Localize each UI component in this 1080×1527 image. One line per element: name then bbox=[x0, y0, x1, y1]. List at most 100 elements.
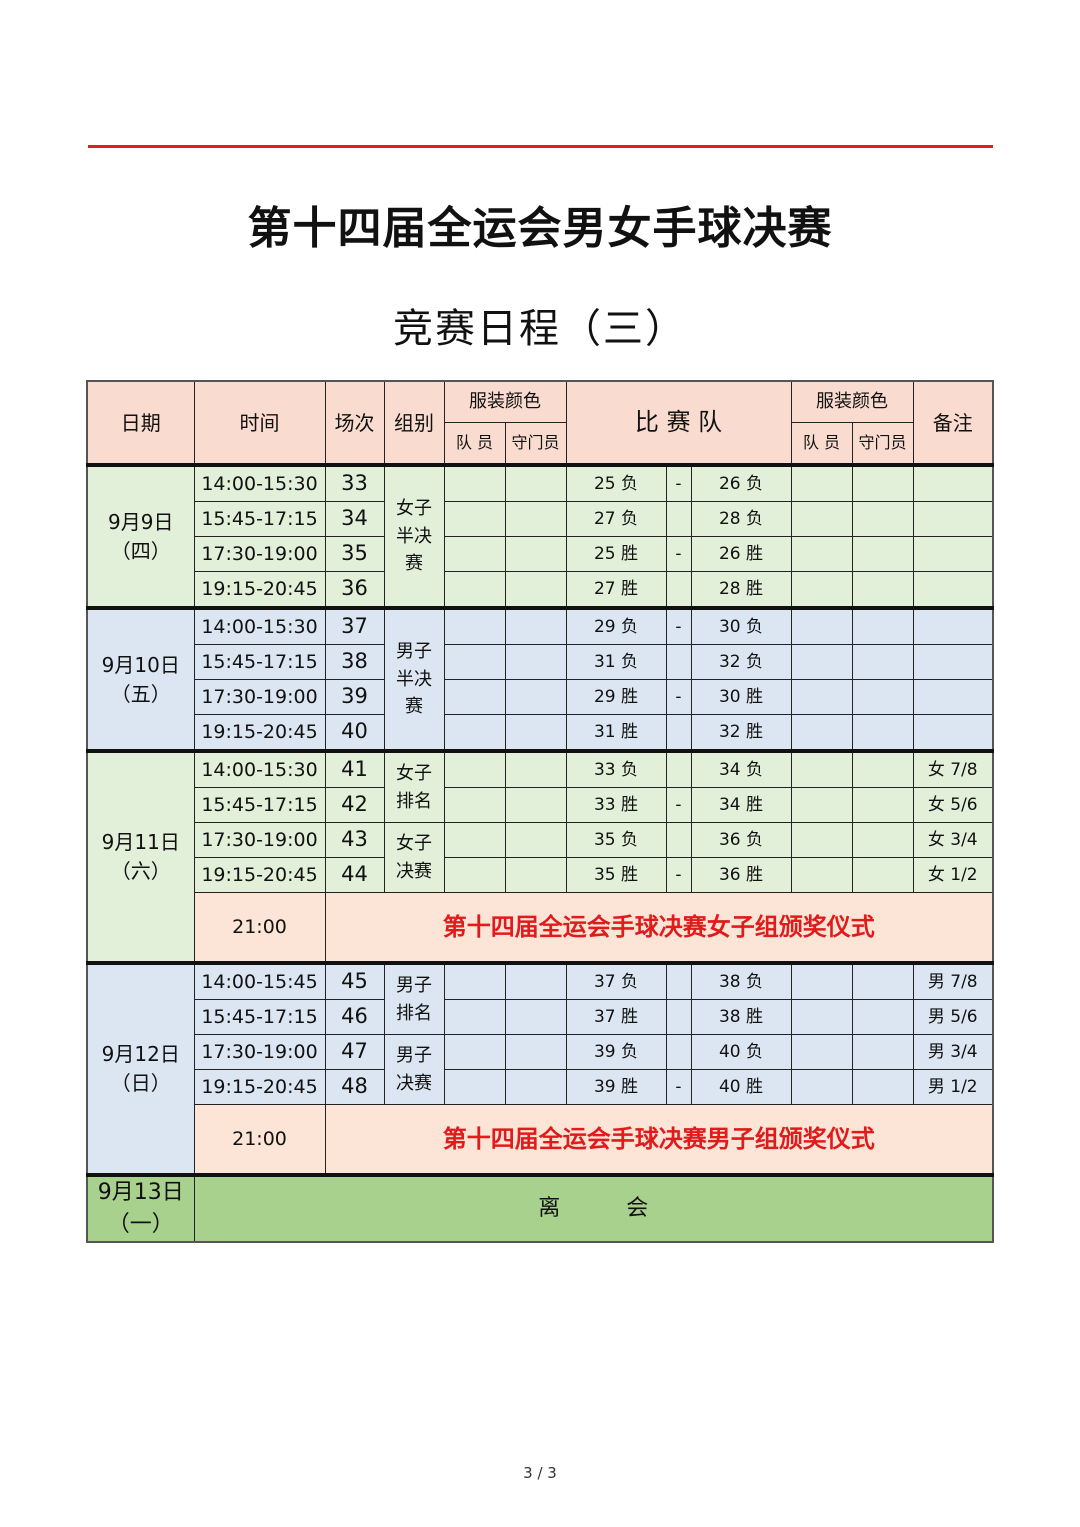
uniform-player-cell-2 bbox=[790, 606, 853, 645]
uniform-player-cell-2 bbox=[790, 999, 853, 1035]
document-title: 第十四届全运会男女手球决赛 bbox=[247, 203, 833, 254]
date-label: 9月12日 bbox=[101, 1042, 180, 1066]
team-b-cell: 34 负 bbox=[690, 749, 792, 788]
remark-cell bbox=[912, 463, 994, 502]
time-cell: 15:45-17:15 bbox=[193, 644, 326, 680]
match-row: 19:15-20:45 40 31 胜 32 胜 bbox=[87, 714, 994, 752]
team-b-cell: 32 胜 bbox=[690, 714, 792, 752]
schedule-body: 9月9日 （四） 14:00-15:30 33 女子半决赛 25 负 -26 负 15:45-… bbox=[86, 463, 994, 1243]
team-b-cell: 28 胜 bbox=[690, 571, 792, 609]
uniform-player-cell bbox=[443, 606, 506, 645]
uniform-player-cell-2 bbox=[790, 787, 853, 823]
versus-separator: - bbox=[665, 536, 692, 572]
uniform-goalkeeper-cell bbox=[504, 787, 567, 823]
red-divider-line bbox=[88, 145, 993, 148]
uniform-goalkeeper-cell-2 bbox=[851, 463, 914, 502]
remark-cell: 男 3/4 bbox=[912, 1034, 994, 1070]
group-label: 男子决赛 bbox=[395, 1044, 432, 1094]
remark-cell: 男 7/8 bbox=[912, 961, 994, 1000]
ceremony-time: 21:00 bbox=[193, 892, 326, 964]
team-b-cell: 36 胜 bbox=[690, 857, 792, 893]
header-time: 时间 bbox=[193, 381, 326, 466]
group-label: 男子半决赛 bbox=[395, 640, 432, 718]
versus-separator: - bbox=[665, 679, 692, 715]
match-row: 17:30-19:00 39 29 胜 -30 胜 bbox=[87, 679, 994, 715]
weekday-label: （六） bbox=[110, 859, 171, 883]
team-a-cell: 39 负 bbox=[565, 1034, 667, 1070]
uniform-player-cell-2 bbox=[790, 961, 853, 1000]
match-no-cell: 47 bbox=[324, 1034, 385, 1070]
time-cell: 14:00-15:30 bbox=[193, 606, 326, 645]
uniform-goalkeeper-cell bbox=[504, 501, 567, 537]
uniform-goalkeeper-cell bbox=[504, 822, 567, 858]
versus-separator: - bbox=[665, 463, 692, 502]
time-cell: 15:45-17:15 bbox=[193, 787, 326, 823]
uniform-player-cell bbox=[443, 787, 506, 823]
uniform-goalkeeper-cell-2 bbox=[851, 822, 914, 858]
time-cell: 15:45-17:15 bbox=[193, 501, 326, 537]
team-b-cell: 26 胜 bbox=[690, 536, 792, 572]
versus-separator bbox=[665, 1034, 692, 1070]
time-cell: 17:30-19:00 bbox=[193, 822, 326, 858]
uniform-goalkeeper-cell bbox=[504, 536, 567, 572]
uniform-player-cell-2 bbox=[790, 714, 853, 752]
group-label: 男子排名 bbox=[395, 974, 432, 1024]
uniform-goalkeeper-cell-2 bbox=[851, 714, 914, 752]
weekday-label: （日） bbox=[110, 1071, 171, 1095]
remark-cell bbox=[912, 606, 994, 645]
header-uniform-color: 服装颜色 bbox=[443, 381, 567, 423]
team-a-cell: 27 胜 bbox=[565, 571, 667, 609]
team-a-cell: 37 胜 bbox=[565, 999, 667, 1035]
match-row: 9月12日 （日） 14:00-15:45 45 男子排名 37 负 38 负 男 7/8 bbox=[86, 961, 994, 1176]
group-cell: 男子决赛 bbox=[383, 1034, 445, 1105]
uniform-goalkeeper-cell bbox=[504, 749, 567, 788]
time-cell: 14:00-15:45 bbox=[193, 961, 326, 1000]
match-row: 15:45-17:15 42 33 胜 -34 胜 女 5/6 bbox=[87, 787, 994, 823]
team-b-cell: 34 胜 bbox=[690, 787, 792, 823]
ceremony-text: 第十四届全运会手球决赛男子组颁奖仪式 bbox=[324, 1104, 994, 1176]
time-cell: 14:00-15:30 bbox=[193, 749, 326, 788]
uniform-player-cell-2 bbox=[790, 644, 853, 680]
uniform-goalkeeper-cell-2 bbox=[851, 749, 914, 788]
header-match-no: 场次 bbox=[324, 381, 385, 466]
uniform-player-cell bbox=[443, 1069, 506, 1105]
header-teams: 比 赛 队 bbox=[565, 381, 792, 466]
date-cell: 9月13日 （一） bbox=[86, 1173, 195, 1243]
uniform-player-cell-2 bbox=[790, 463, 853, 502]
team-a-cell: 31 负 bbox=[565, 644, 667, 680]
date-label: 9月13日 bbox=[97, 1180, 184, 1206]
ceremony-row: 21:00 第十四届全运会手球决赛男子组颁奖仪式 bbox=[87, 1104, 994, 1176]
page-indicator: 3 / 3 bbox=[523, 1464, 557, 1482]
match-row: 17:30-19:00 43 女子决赛 35 负 36 负 女 3/4 bbox=[87, 822, 994, 893]
remark-cell: 女 3/4 bbox=[912, 822, 994, 858]
team-b-cell: 32 负 bbox=[690, 644, 792, 680]
team-a-cell: 37 负 bbox=[565, 961, 667, 1000]
team-a-cell: 25 胜 bbox=[565, 536, 667, 572]
uniform-goalkeeper-cell-2 bbox=[851, 571, 914, 609]
uniform-player-cell-2 bbox=[790, 501, 853, 537]
match-no-cell: 38 bbox=[324, 644, 385, 680]
weekday-label: （一） bbox=[107, 1212, 174, 1237]
team-b-cell: 26 负 bbox=[690, 463, 792, 502]
header-uniform-color-2: 服装颜色 bbox=[790, 381, 914, 423]
group-label: 女子半决赛 bbox=[395, 497, 432, 575]
weekday-label: （五） bbox=[110, 681, 171, 706]
versus-separator bbox=[665, 644, 692, 680]
uniform-goalkeeper-cell-2 bbox=[851, 679, 914, 715]
time-cell: 19:15-20:45 bbox=[193, 571, 326, 609]
departure-row: 9月13日 （一） 离 会 bbox=[86, 1173, 994, 1243]
team-a-cell: 29 负 bbox=[565, 606, 667, 645]
match-row: 9月11日 （六） 14:00-15:30 41 女子排名 33 负 34 负 女 7/8 bbox=[86, 749, 994, 964]
remark-cell bbox=[912, 644, 994, 680]
team-a-cell: 33 负 bbox=[565, 749, 667, 788]
match-row: 19:15-20:45 48 39 胜 -40 胜 男 1/2 bbox=[87, 1069, 994, 1105]
team-b-cell: 40 胜 bbox=[690, 1069, 792, 1105]
match-no-cell: 36 bbox=[324, 571, 385, 609]
uniform-player-cell-2 bbox=[790, 536, 853, 572]
remark-cell bbox=[912, 501, 994, 537]
ceremony-text: 第十四届全运会手球决赛女子组颁奖仪式 bbox=[324, 892, 994, 964]
match-row: 17:30-19:00 47 男子决赛 39 负 40 负 男 3/4 bbox=[87, 1034, 994, 1105]
match-row: 15:45-17:15 46 37 胜 38 胜 男 5/6 bbox=[87, 999, 994, 1035]
match-row: 17:30-19:00 35 25 胜 -26 胜 bbox=[87, 536, 994, 572]
match-no-cell: 41 bbox=[324, 749, 385, 788]
